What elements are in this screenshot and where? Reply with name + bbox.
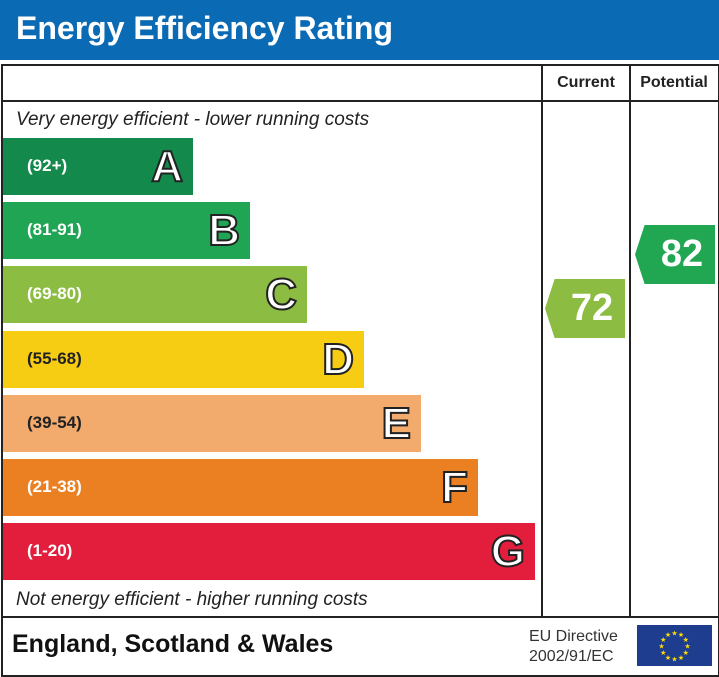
band-range: (21-38) bbox=[27, 477, 82, 496]
rating-bar-b: (81-91) B bbox=[3, 202, 250, 260]
potential-rating-arrow: 82 bbox=[635, 225, 715, 284]
svg-text:★: ★ bbox=[684, 643, 690, 651]
band-letter: A bbox=[150, 141, 184, 192]
band-letter: F bbox=[440, 462, 469, 513]
band-letter: C bbox=[264, 269, 298, 320]
eu-flag-icon: ★★★★★★★★★ ★ ★★ bbox=[637, 625, 712, 666]
directive-line2: 2002/91/EC bbox=[529, 648, 614, 665]
band-letter: E bbox=[381, 398, 412, 449]
rating-bar-g: (1-20) G bbox=[3, 523, 535, 581]
eu-directive: EU Directive 2002/91/EC bbox=[529, 627, 618, 667]
band-range: (39-54) bbox=[27, 412, 82, 432]
band-letter: G bbox=[490, 526, 526, 577]
svg-text:★: ★ bbox=[671, 656, 677, 664]
svg-text:★: ★ bbox=[660, 636, 666, 644]
top-note: Very energy efficient - lower running co… bbox=[16, 109, 370, 130]
svg-text:★: ★ bbox=[658, 643, 664, 651]
band-range: (55-68) bbox=[27, 348, 82, 368]
divider bbox=[1, 616, 718, 618]
current-header: Current bbox=[557, 74, 615, 91]
svg-text:★: ★ bbox=[660, 649, 666, 657]
svg-text:★: ★ bbox=[678, 654, 684, 662]
divider bbox=[541, 64, 543, 617]
rating-bar-f: (21-38) F bbox=[3, 459, 478, 516]
region-label: England, Scotland & Wales bbox=[12, 630, 334, 658]
current-value: 72 bbox=[570, 287, 614, 329]
header: Energy Efficiency Rating bbox=[0, 0, 719, 60]
rating-bar-a: (92+) A bbox=[3, 138, 193, 195]
svg-text:★: ★ bbox=[678, 631, 684, 639]
potential-value: 82 bbox=[660, 233, 704, 275]
current-rating-arrow: 72 bbox=[545, 279, 625, 338]
band-range: (92+) bbox=[27, 156, 68, 175]
bottom-note: Not energy efficient - higher running co… bbox=[16, 589, 368, 610]
band-range: (81-91) bbox=[27, 220, 82, 240]
svg-text:★: ★ bbox=[683, 649, 689, 657]
svg-text:★: ★ bbox=[665, 631, 671, 639]
divider bbox=[1, 100, 718, 102]
svg-text:★: ★ bbox=[671, 630, 677, 638]
band-letter: B bbox=[207, 205, 241, 256]
band-range: (1-20) bbox=[27, 541, 73, 561]
potential-header: Potential bbox=[640, 74, 708, 91]
directive-line1: EU Directive bbox=[529, 628, 618, 645]
band-range: (69-80) bbox=[27, 284, 82, 304]
rating-bar-c: (69-80) C bbox=[3, 266, 307, 324]
band-letter: D bbox=[321, 334, 355, 385]
divider bbox=[629, 64, 631, 617]
svg-text:★: ★ bbox=[665, 654, 671, 662]
rating-bar-d: (55-68) D bbox=[3, 330, 364, 388]
svg-text:★: ★ bbox=[683, 636, 689, 644]
rating-bar-e: (39-54) E bbox=[3, 394, 421, 452]
title: Energy Efficiency Rating bbox=[16, 10, 393, 46]
